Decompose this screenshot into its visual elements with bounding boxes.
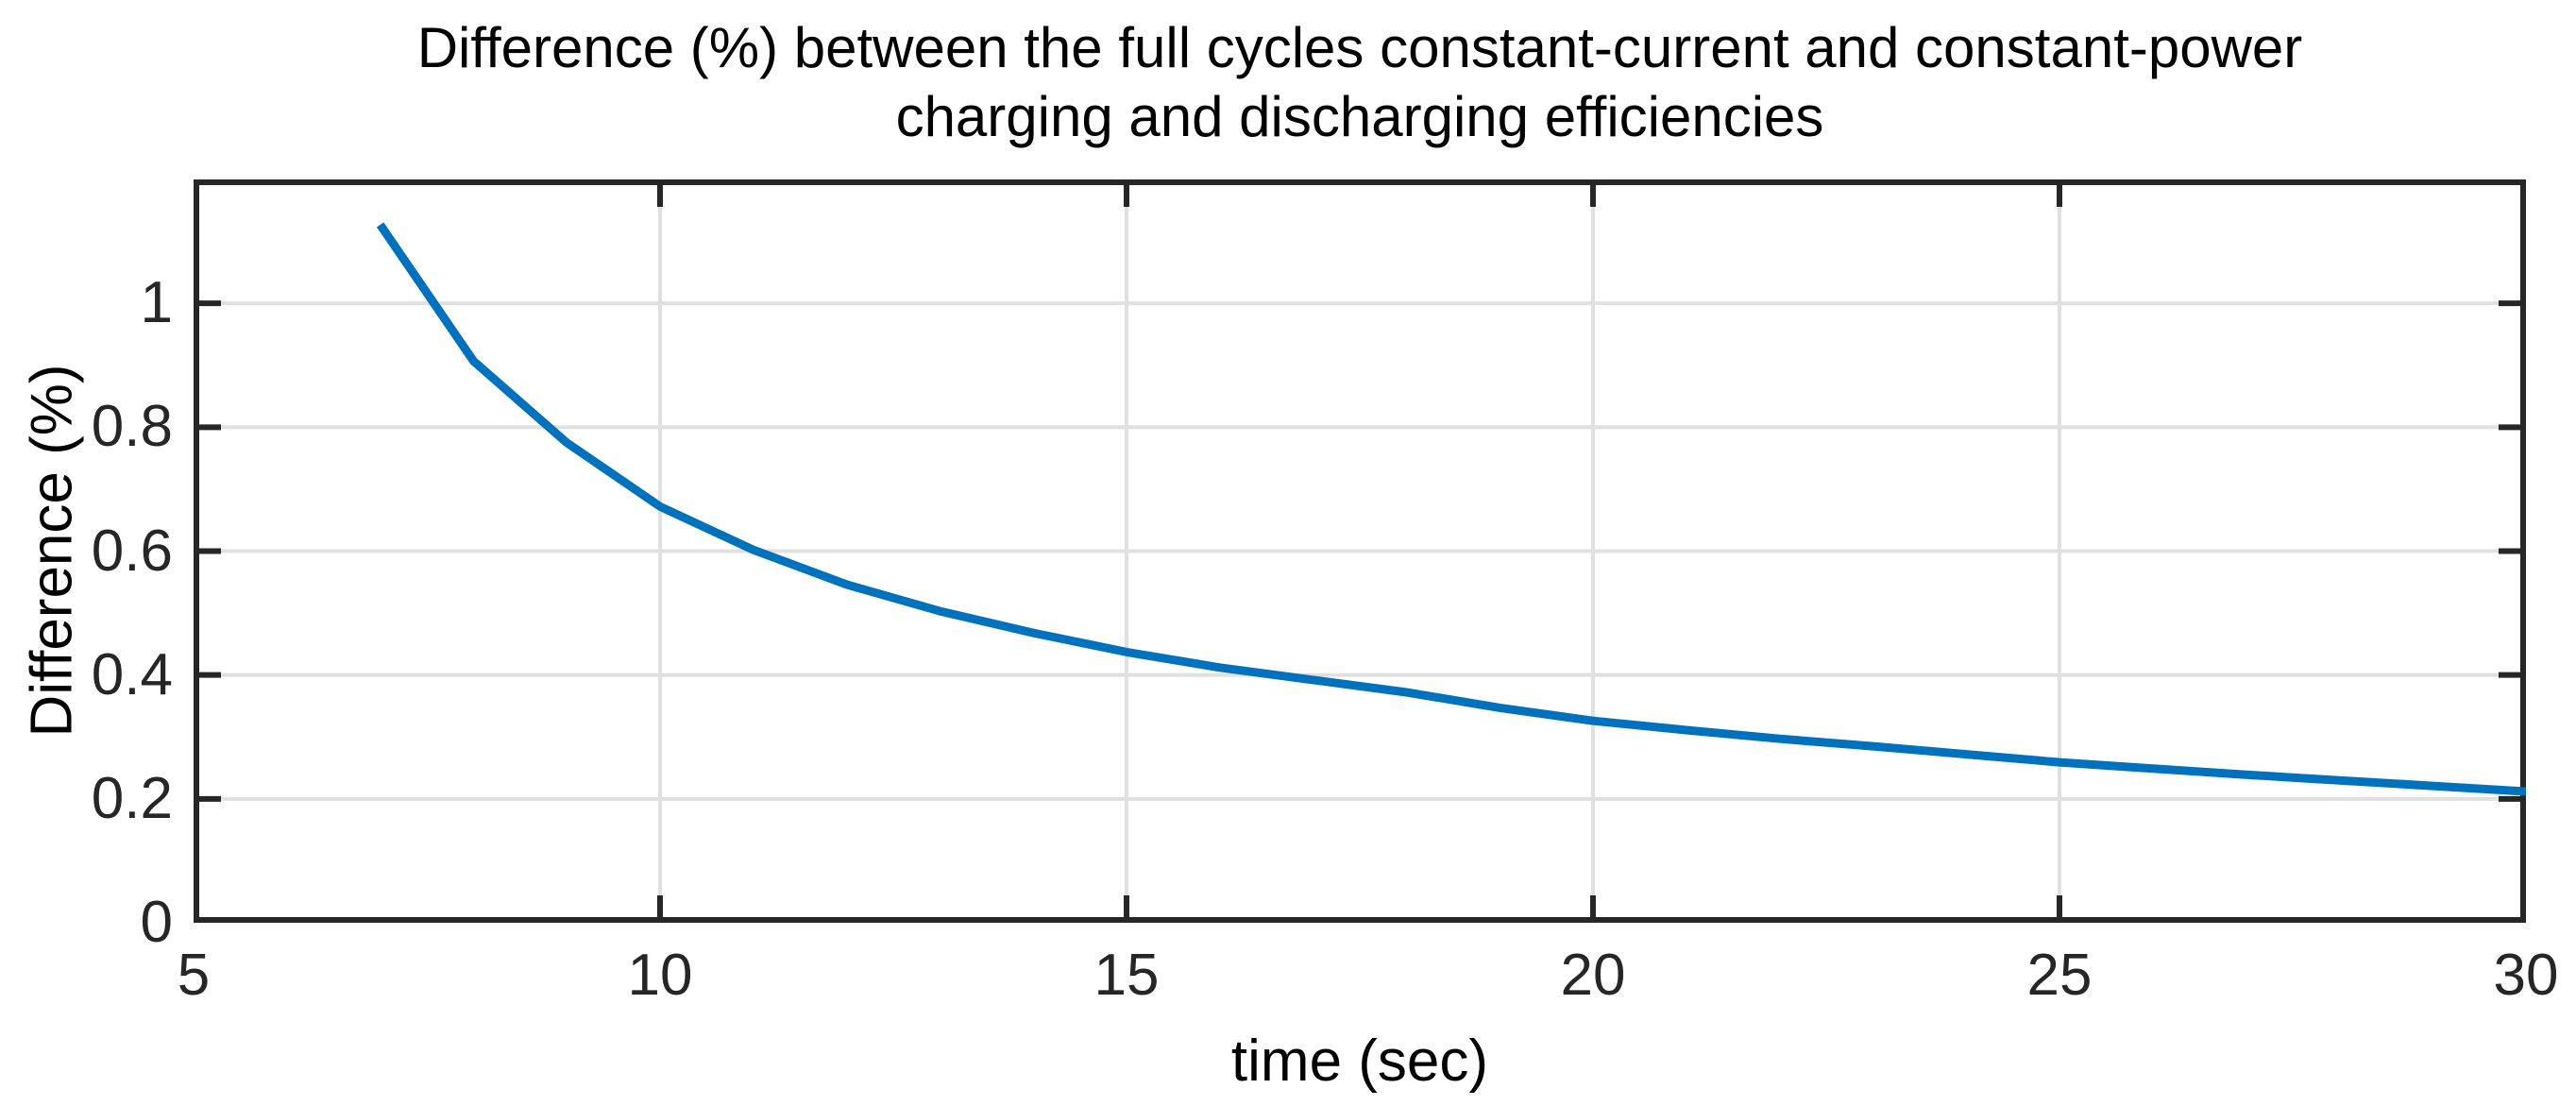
y-tick-label-0-6: 0.6	[91, 519, 173, 584]
x-tick-label-5: 5	[177, 943, 211, 1008]
x-tick-label-25: 25	[2026, 943, 2093, 1008]
grid-lines	[194, 179, 2526, 923]
x-tick-label-15: 15	[1093, 943, 1160, 1008]
y-tick-label-0-4: 0.4	[91, 642, 173, 707]
chart-title-line-1: Difference (%) between the full cycles c…	[416, 16, 2303, 79]
difference-curve	[376, 222, 2526, 796]
x-tick-label-30: 30	[2493, 943, 2559, 1008]
tick-marks	[194, 182, 2526, 923]
plot-svg	[194, 179, 2526, 923]
plot-area	[194, 179, 2526, 923]
y-tick-label-0-2: 0.2	[91, 766, 173, 831]
y-tick-label-0: 0	[140, 890, 173, 955]
x-tick-label-20: 20	[1560, 943, 1626, 1008]
chart-title-line-2: charging and discharging efficiencies	[895, 85, 1824, 149]
x-axis-label: time (sec)	[1230, 1029, 1489, 1094]
x-tick-label-10: 10	[627, 943, 693, 1008]
y-tick-label-1: 1	[140, 270, 173, 335]
y-tick-label-0-8: 0.8	[91, 394, 173, 459]
chart-title: Difference (%) between the full cycles c…	[194, 13, 2526, 151]
